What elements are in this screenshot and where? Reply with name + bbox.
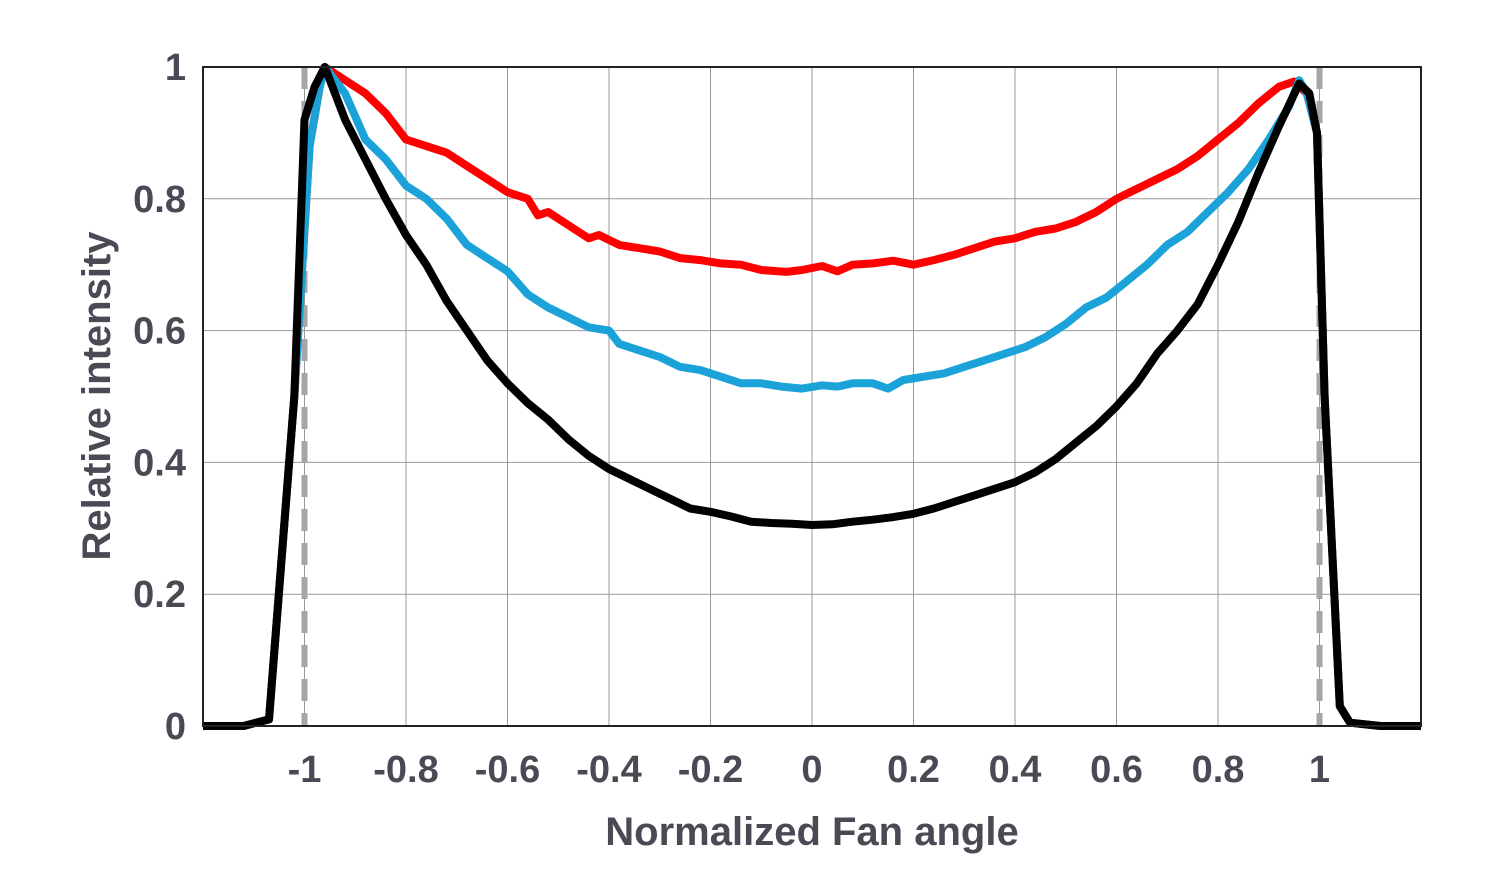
- x-tick-label: 0.2: [887, 749, 940, 791]
- y-tick-label: 1: [165, 47, 186, 89]
- x-tick-label: 0.6: [1090, 749, 1143, 791]
- x-tick-labels: -1 -0.8 -0.6 -0.4 -0.2 0 0.2 0.4 0.6 0.8 1: [288, 749, 1330, 791]
- x-tick-label: 0.4: [989, 749, 1042, 791]
- series-line-black: [203, 63, 1421, 730]
- x-tick-label: -0.4: [576, 749, 641, 791]
- y-axis-title: Relative intensity: [75, 231, 119, 561]
- data-series: [203, 63, 1421, 730]
- y-tick-label: 0.4: [133, 442, 186, 484]
- y-tick-label: 0.2: [133, 574, 186, 616]
- x-tick-label: 0: [801, 749, 822, 791]
- series-line-blue: [203, 63, 1421, 730]
- x-tick-label: -0.8: [373, 749, 438, 791]
- x-tick-label: -1: [288, 749, 322, 791]
- plot-frame: [202, 66, 1422, 727]
- y-tick-label: 0.8: [133, 179, 186, 221]
- x-tick-label: 0.8: [1192, 749, 1245, 791]
- x-axis-title: Normalized Fan angle: [605, 810, 1018, 854]
- y-tick-label: 0: [165, 706, 186, 748]
- y-tick-label: 0.6: [133, 311, 186, 353]
- x-tick-label: -0.2: [678, 749, 743, 791]
- series-line-red: [203, 63, 1421, 730]
- x-tick-label: 1: [1309, 749, 1330, 791]
- y-tick-labels: 0 0.2 0.4 0.6 0.8 1: [133, 47, 186, 748]
- x-tick-label: -0.6: [475, 749, 540, 791]
